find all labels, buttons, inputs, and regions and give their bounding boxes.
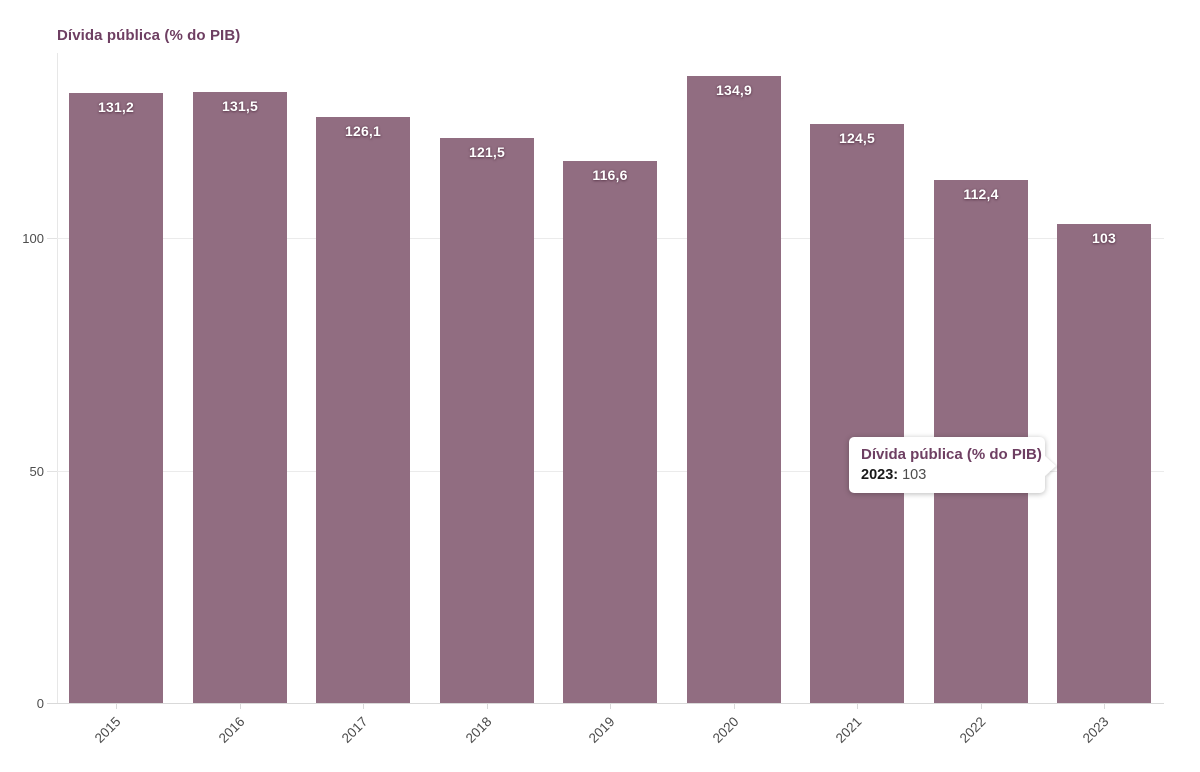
x-axis-tick <box>363 703 364 709</box>
x-axis-label-2023: 2023 <box>1079 714 1112 746</box>
x-axis-label-2016: 2016 <box>215 714 248 746</box>
bar-value-label: 134,9 <box>715 82 753 98</box>
x-axis-label-2015: 2015 <box>91 714 124 746</box>
x-axis-tick <box>734 703 735 709</box>
x-axis-tick <box>1104 703 1105 709</box>
bar-value-label: 116,6 <box>592 167 628 183</box>
x-axis-label-2018: 2018 <box>462 714 495 746</box>
x-axis-label-2019: 2019 <box>585 714 618 746</box>
bar-2016[interactable]: 131,5 <box>193 92 287 703</box>
bar-value-label: 103 <box>1092 230 1116 246</box>
bar-value-label: 131,2 <box>97 99 135 115</box>
bar-2020[interactable]: 134,9 <box>687 76 781 703</box>
bar-value-label: 131,5 <box>221 98 259 114</box>
bar-value-label: 126,1 <box>344 123 382 139</box>
x-axis-tick <box>610 703 611 709</box>
x-axis-line <box>47 703 1164 704</box>
tooltip-line: 2023: 103 <box>861 467 1033 483</box>
bar-value-label: 112,4 <box>963 186 999 202</box>
bar-value-label: 124,5 <box>838 130 876 146</box>
tooltip-pointer-icon <box>1045 456 1056 476</box>
bar-2018[interactable]: 121,5 <box>440 138 534 703</box>
x-axis-label-2022: 2022 <box>956 714 989 746</box>
x-axis-tick <box>116 703 117 709</box>
x-axis-label-2017: 2017 <box>338 714 371 746</box>
y-axis-tick <box>47 238 57 239</box>
tooltip-category: 2023: <box>861 467 899 483</box>
x-axis-tick <box>240 703 241 709</box>
bar-2019[interactable]: 116,6 <box>563 161 657 703</box>
bar-value-label: 121,5 <box>468 144 506 160</box>
tooltip-value: 103 <box>902 467 927 483</box>
x-axis-label-2021: 2021 <box>832 714 865 746</box>
y-axis-label: 50 <box>29 464 44 479</box>
bar-2023[interactable]: 103 <box>1057 224 1151 703</box>
x-axis-label-2020: 2020 <box>709 714 742 746</box>
bar-2021[interactable]: 124,5 <box>810 124 904 703</box>
bar-2017[interactable]: 126,1 <box>316 117 410 703</box>
chart-title: Dívida pública (% do PIB) <box>57 27 241 44</box>
x-axis-tick <box>981 703 982 709</box>
x-axis-tick <box>857 703 858 709</box>
bar-2015[interactable]: 131,2 <box>69 93 163 703</box>
y-axis-line <box>57 53 58 703</box>
y-axis-label: 0 <box>36 696 44 711</box>
x-axis-tick <box>487 703 488 709</box>
y-axis-label: 100 <box>22 231 44 246</box>
y-axis-tick <box>47 471 57 472</box>
tooltip-title: Dívida pública (% do PIB) <box>861 446 1042 463</box>
tooltip: Dívida pública (% do PIB) 2023: 103 <box>849 437 1056 493</box>
